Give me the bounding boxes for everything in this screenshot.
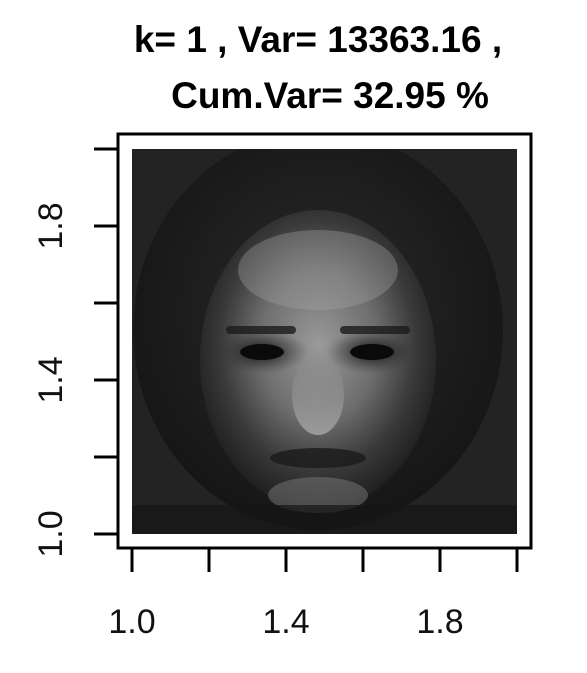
right-eyebrow <box>340 326 410 334</box>
chin-highlight <box>268 477 368 513</box>
nose <box>292 355 344 435</box>
left-eyebrow <box>226 326 296 334</box>
x-tick-label-1: 1.4 <box>262 603 309 641</box>
left-eye <box>240 344 284 360</box>
right-eye <box>350 344 394 360</box>
x-axis: 1.0 1.4 1.8 <box>108 548 519 641</box>
chart-title-line1: k= 1 , Var= 13363.16 , <box>134 19 502 60</box>
mouth <box>270 448 366 468</box>
y-tick-label-2: 1.8 <box>32 202 70 249</box>
x-tick-label-2: 1.8 <box>416 603 463 641</box>
chart-title-line2: Cum.Var= 32.95 % <box>171 75 489 116</box>
shoulders-shadow <box>132 505 517 534</box>
x-tick-label-0: 1.0 <box>108 603 155 641</box>
y-tick-label-0: 1.0 <box>32 510 70 557</box>
face-image <box>132 149 517 534</box>
y-tick-label-1: 1.4 <box>32 356 70 403</box>
y-axis: 1.0 1.4 1.8 <box>32 147 118 558</box>
forehead-highlight <box>238 230 398 310</box>
